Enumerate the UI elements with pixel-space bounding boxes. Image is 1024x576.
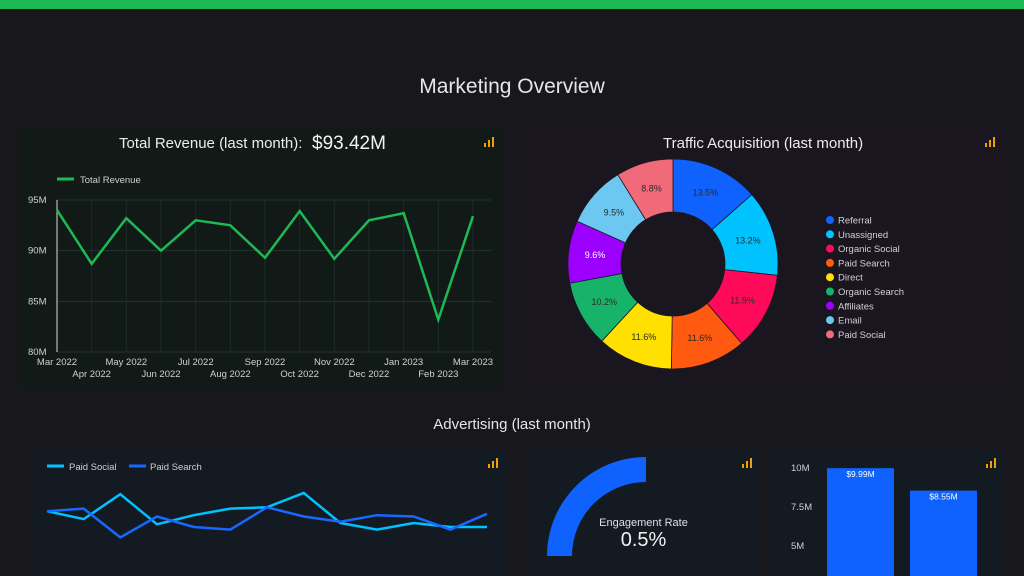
traffic-legend-label: Unassigned (838, 230, 888, 241)
revenue-x-tick-label: Jan 2023 (384, 357, 423, 368)
bar-y-tick-label: 5M (791, 541, 804, 552)
revenue-series-line (55, 208, 475, 324)
advertising-line-chart: Paid Social Paid Search (46, 462, 488, 539)
bar-y-tick-label: 7.5M (791, 502, 812, 513)
bar-chart-icon[interactable] (986, 458, 996, 468)
bar (910, 490, 977, 576)
revenue-x-tick-label: Mar 2023 (453, 357, 493, 368)
traffic-legend-swatch (826, 216, 834, 224)
revenue-x-tick-label: May 2022 (105, 357, 147, 368)
revenue-x-tick-label: Mar 2022 (37, 357, 77, 368)
advertising-bar-card: 10M 7.5M 5M $9.99M $8.55M (770, 449, 1004, 576)
traffic-legend-label: Organic Social (838, 244, 900, 255)
revenue-x-tick-label: Nov 2022 (314, 357, 355, 368)
paid-social-series-line (46, 491, 487, 531)
advertising-title: Advertising (last month) (433, 416, 591, 433)
revenue-x-tick-label: Apr 2022 (72, 369, 111, 380)
advertising-bar-chart: 10M 7.5M 5M $9.99M $8.55M (791, 463, 977, 576)
bar-value-label: $9.99M (846, 469, 874, 479)
revenue-legend-label: Total Revenue (80, 175, 141, 186)
traffic-legend-swatch (826, 330, 834, 339)
traffic-legend-swatch (826, 258, 834, 267)
donut-slice-label: 13.2% (735, 235, 761, 245)
traffic-legend-label: Direct (838, 273, 863, 284)
revenue-y-tick-label: 80M (28, 347, 47, 358)
engagement-gauge (547, 457, 646, 556)
donut-slice-label: 11.9% (730, 295, 755, 305)
revenue-x-tick-label: Sep 2022 (245, 357, 286, 368)
page-title: Marketing Overview (419, 75, 605, 98)
donut-slice-label: 11.6% (631, 332, 656, 342)
revenue-x-tick-label: Aug 2022 (210, 369, 251, 380)
donut-slice-label: 9.6% (585, 250, 606, 260)
paid-social-legend-label: Paid Social (69, 462, 117, 473)
traffic-card-title: Traffic Acquisition (last month) (663, 135, 864, 152)
traffic-legend-label: Paid Social (838, 330, 886, 341)
bar-chart-icon[interactable] (985, 137, 995, 147)
revenue-y-tick-label: 90M (28, 246, 47, 257)
donut-slice-label: 11.6% (687, 333, 712, 343)
donut-slice-label: 13.5% (693, 187, 719, 197)
engagement-value: 0.5% (620, 529, 667, 551)
traffic-card: Traffic Acquisition (last month) 13.5% 13… (527, 126, 1006, 389)
traffic-legend-label: Referral (838, 216, 872, 227)
revenue-card-title: Total Revenue (last month): (119, 135, 303, 152)
donut-slice-label: 8.8% (641, 183, 662, 193)
bar-chart-icon[interactable] (742, 458, 752, 468)
traffic-legend-swatch (826, 273, 834, 282)
bar-y-tick-label: 10M (791, 463, 810, 474)
paid-search-legend-label: Paid Search (150, 462, 202, 473)
revenue-y-tick-label: 95M (28, 195, 47, 206)
engagement-label: Engagement Rate (599, 517, 688, 529)
revenue-x-tick-label: Jul 2022 (178, 357, 214, 368)
traffic-legend-label: Email (838, 316, 862, 327)
traffic-legend-label: Affiliates (838, 301, 874, 312)
advertising-lines-card: Paid Social Paid Search (29, 449, 507, 576)
traffic-donut-chart: 13.5% 13.2% 11.9% 11.6% 11.6% 10.2% 9.6% 9.5% 8.… (567, 158, 904, 370)
revenue-y-tick-label: 85M (28, 296, 47, 307)
bar (827, 468, 894, 576)
bar-chart-icon[interactable] (488, 458, 498, 468)
bar-value-label: $8.55M (929, 492, 957, 502)
donut-slice-label: 10.2% (592, 297, 618, 307)
engagement-gauge-fill (547, 457, 646, 556)
traffic-legend-swatch (826, 301, 834, 310)
traffic-legend-swatch (826, 230, 834, 239)
traffic-legend-label: Paid Search (838, 258, 890, 269)
revenue-value: $93.42M (312, 133, 386, 154)
top-accent-bar (0, 0, 1024, 9)
traffic-legend-swatch (826, 287, 834, 296)
engagement-card: Engagement Rate 0.5% (527, 449, 760, 576)
traffic-legend-swatch (826, 316, 834, 325)
paid-search-series-line (46, 505, 488, 539)
revenue-x-tick-label: Dec 2022 (349, 369, 390, 380)
traffic-legend-swatch (826, 244, 834, 253)
donut-slice-label: 9.5% (604, 207, 625, 217)
bar-chart-icon[interactable] (484, 137, 494, 147)
revenue-x-tick-label: Jun 2022 (141, 369, 180, 380)
traffic-legend-label: Organic Search (838, 287, 904, 298)
revenue-card: Total Revenue (last month): $93.42M Tota… (19, 126, 503, 389)
revenue-x-tick-label: Feb 2023 (418, 369, 458, 380)
donut-slice-paid-social (617, 158, 674, 221)
revenue-x-tick-label: Oct 2022 (280, 369, 319, 380)
